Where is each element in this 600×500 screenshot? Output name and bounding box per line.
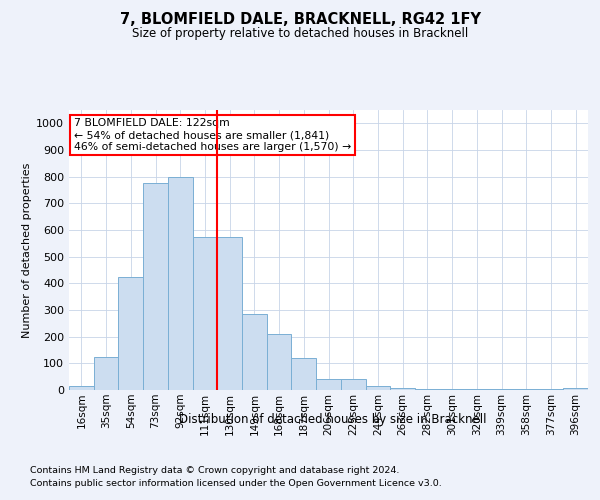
Bar bbox=[69, 386, 94, 390]
Bar bbox=[316, 380, 341, 390]
Bar bbox=[242, 314, 267, 390]
Bar bbox=[390, 388, 415, 390]
Bar bbox=[539, 389, 563, 390]
Bar bbox=[217, 236, 242, 390]
Bar bbox=[168, 176, 193, 390]
Bar bbox=[563, 388, 588, 390]
Bar bbox=[193, 236, 217, 390]
Y-axis label: Number of detached properties: Number of detached properties bbox=[22, 162, 32, 338]
Bar bbox=[94, 356, 118, 390]
Text: Contains HM Land Registry data © Crown copyright and database right 2024.: Contains HM Land Registry data © Crown c… bbox=[30, 466, 400, 475]
Bar bbox=[464, 389, 489, 390]
Bar bbox=[341, 380, 365, 390]
Bar bbox=[118, 276, 143, 390]
Text: Distribution of detached houses by size in Bracknell: Distribution of detached houses by size … bbox=[179, 412, 487, 426]
Text: 7 BLOMFIELD DALE: 122sqm
← 54% of detached houses are smaller (1,841)
46% of sem: 7 BLOMFIELD DALE: 122sqm ← 54% of detach… bbox=[74, 118, 352, 152]
Bar bbox=[514, 389, 539, 390]
Bar bbox=[489, 389, 514, 390]
Text: Size of property relative to detached houses in Bracknell: Size of property relative to detached ho… bbox=[132, 28, 468, 40]
Bar bbox=[292, 358, 316, 390]
Bar bbox=[143, 184, 168, 390]
Bar bbox=[415, 388, 440, 390]
Text: 7, BLOMFIELD DALE, BRACKNELL, RG42 1FY: 7, BLOMFIELD DALE, BRACKNELL, RG42 1FY bbox=[119, 12, 481, 28]
Bar bbox=[365, 386, 390, 390]
Bar bbox=[440, 388, 464, 390]
Text: Contains public sector information licensed under the Open Government Licence v3: Contains public sector information licen… bbox=[30, 479, 442, 488]
Bar bbox=[267, 334, 292, 390]
